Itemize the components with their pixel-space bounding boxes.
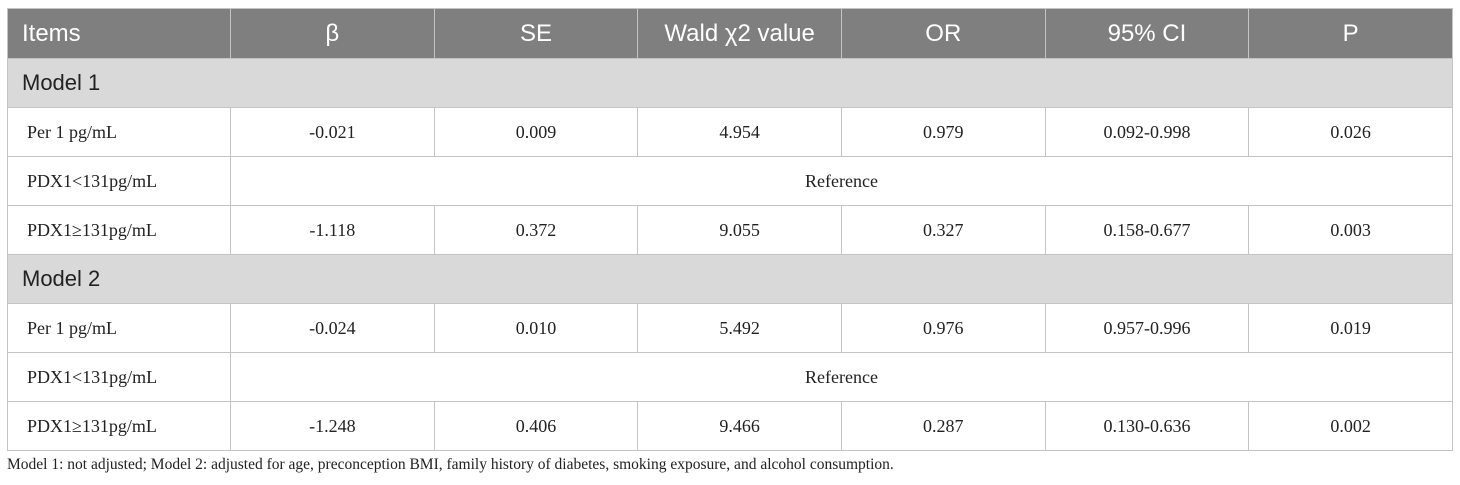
data-cell: Reference [230, 156, 1453, 206]
data-cell: -1.118 [230, 205, 435, 255]
data-cell: PDX1≥131pg/mL [7, 205, 231, 255]
data-cell: -0.021 [230, 107, 435, 157]
data-cell: 9.466 [637, 401, 842, 451]
section-row: Model 1 [7, 58, 1453, 108]
header-row: Items β SE Wald χ2 value OR 95% CI P [7, 8, 1453, 59]
data-cell: 0.372 [433, 205, 639, 255]
data-cell: 5.492 [637, 303, 842, 353]
data-cell: 0.327 [840, 205, 1046, 255]
data-cell: 0.026 [1248, 107, 1453, 157]
data-cell: 0.158-0.677 [1044, 205, 1250, 255]
data-cell: 0.406 [433, 401, 639, 451]
header-cell: 95% CI [1044, 8, 1250, 59]
data-cell: -1.248 [230, 401, 435, 451]
footnote: Model 1: not adjusted; Model 2: adjusted… [7, 456, 894, 473]
data-cell: PDX1<131pg/mL [7, 156, 231, 206]
header-cell: Wald χ2 value [637, 8, 842, 59]
data-cell: 0.957-0.996 [1044, 303, 1250, 353]
data-cell: 4.954 [637, 107, 842, 157]
data-row: PDX1≥131pg/mL -1.248 0.406 9.466 0.287 0.130-… [7, 401, 1453, 451]
data-row: Per 1 pg/mL -0.021 0.009 4.954 0.979 0.092-0.… [7, 107, 1453, 157]
data-cell: -0.024 [230, 303, 435, 353]
data-cell: 0.976 [840, 303, 1046, 353]
data-row: PDX1<131pg/mL Reference [7, 352, 1453, 402]
table-body: Model 1 Per 1 pg/mL -0.021 0.009 4.954 0.979 0… [7, 58, 1453, 451]
header-cell: SE [433, 8, 639, 59]
header-cell: OR [840, 8, 1046, 59]
results-table: Items β SE Wald χ2 value OR 95% CI P Model 1 Pe… [7, 8, 1453, 451]
data-cell: 0.019 [1248, 303, 1453, 353]
data-cell: 0.002 [1248, 401, 1453, 451]
header-cell: P [1248, 8, 1453, 59]
data-row: PDX1≥131pg/mL -1.118 0.372 9.055 0.327 0.158-… [7, 205, 1453, 255]
data-cell: 0.130-0.636 [1044, 401, 1250, 451]
data-cell: 9.055 [637, 205, 842, 255]
data-cell: 0.003 [1248, 205, 1453, 255]
data-cell: 0.092-0.998 [1044, 107, 1250, 157]
section-title: Model 2 [7, 254, 1453, 304]
data-row: Per 1 pg/mL -0.024 0.010 5.492 0.976 0.957-0.… [7, 303, 1453, 353]
header-cell: β [230, 8, 435, 59]
data-cell: Reference [230, 352, 1453, 402]
data-cell: 0.287 [840, 401, 1046, 451]
data-row: PDX1<131pg/mL Reference [7, 156, 1453, 206]
data-cell: 0.009 [433, 107, 639, 157]
section-row: Model 2 [7, 254, 1453, 304]
data-cell: Per 1 pg/mL [7, 107, 231, 157]
data-cell: 0.979 [840, 107, 1046, 157]
data-cell: PDX1≥131pg/mL [7, 401, 231, 451]
data-cell: 0.010 [433, 303, 639, 353]
section-title: Model 1 [7, 58, 1453, 108]
header-cell: Items [7, 8, 231, 59]
data-cell: Per 1 pg/mL [7, 303, 231, 353]
data-cell: PDX1<131pg/mL [7, 352, 231, 402]
